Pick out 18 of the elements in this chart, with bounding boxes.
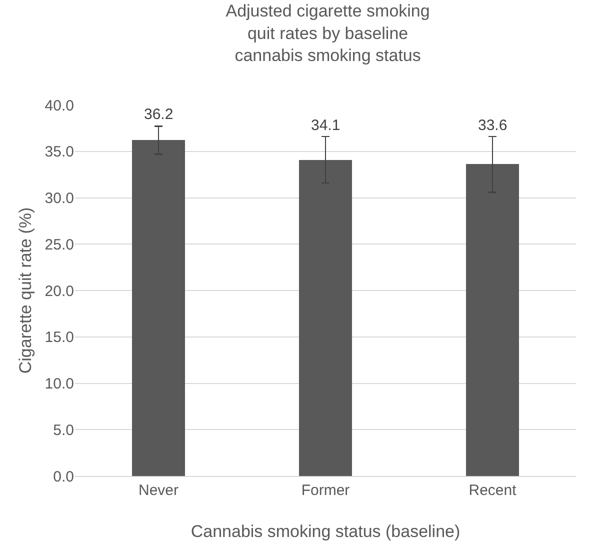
y-tick-label: 15.0 [44,329,74,346]
data-label: 33.6 [478,117,508,134]
y-tick-label: 5.0 [53,422,74,439]
y-tick-label: 10.0 [44,376,74,392]
y-tick-label: 40.0 [44,97,74,114]
y-tick-label: 0.0 [53,468,74,486]
data-label: 36.2 [144,106,174,123]
y-tick-label: 35.0 [44,144,74,161]
x-tick-label: Never [138,482,179,499]
x-tick-label: Recent [468,482,518,499]
x-axis-title: Cannabis smoking status (baseline) [190,522,460,541]
y-tick-label: 20.0 [44,282,74,300]
data-label: 34.1 [311,117,340,134]
y-tick-label: 25.0 [44,236,74,254]
x-tick-label: Former [301,482,350,499]
y-tick-label: 30.0 [44,190,74,207]
chart-title: Adjusted cigarette smoking quit rates by baseline cannabis smoking status [226,2,430,65]
y-axis-title: Cigarette quit rate (%) [16,207,35,374]
